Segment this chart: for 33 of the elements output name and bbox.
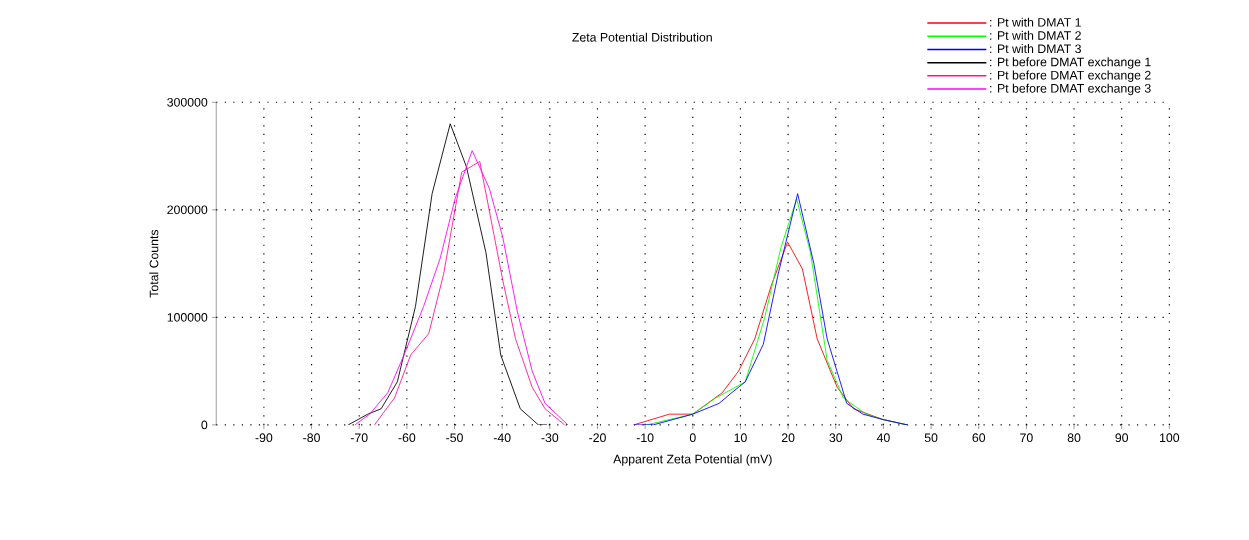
legend-label: : Pt with DMAT 1 (990, 17, 1081, 27)
x-tick-label: 100 (1160, 433, 1180, 443)
x-tick-label: -70 (350, 433, 368, 443)
x-tick-label: -90 (255, 433, 273, 443)
x-tick-label: -40 (493, 433, 511, 443)
chart-title: Zeta Potential Distribution (572, 32, 712, 42)
x-tick-label: 70 (1020, 433, 1033, 443)
x-tick-label: 10 (734, 433, 747, 443)
legend-label: : Pt before DMAT exchange 2 (990, 70, 1151, 82)
x-tick-label: -20 (589, 433, 606, 443)
legend-label: : Pt with DMAT 2 (990, 30, 1081, 40)
y-tick-label: 100000 (167, 313, 208, 322)
x-tick-label: 60 (972, 433, 986, 443)
x-tick-label: 30 (829, 433, 843, 443)
y-axis-title: Total Counts (149, 229, 159, 298)
x-tick-label: 90 (1115, 433, 1129, 443)
x-tick-label: -60 (398, 433, 416, 443)
x-tick-label: 50 (924, 433, 938, 443)
y-tick-label: 0 (201, 420, 208, 430)
x-tick-label: -50 (446, 433, 463, 443)
x-tick-label: 40 (876, 433, 890, 443)
x-tick-label: 20 (781, 433, 795, 443)
y-tick-label: 300000 (167, 97, 208, 107)
x-axis-title: Apparent Zeta Potential (mV) (613, 454, 772, 466)
legend-label: : Pt before DMAT exchange 3 (990, 83, 1151, 96)
x-tick-label: -30 (541, 433, 559, 443)
x-tick-label: 80 (1067, 433, 1081, 443)
x-tick-label: 0 (689, 433, 696, 443)
legend-label: : Pt before DMAT exchange 1 (990, 57, 1151, 69)
x-tick-label: -10 (636, 433, 654, 443)
x-tick-label: -80 (303, 433, 320, 443)
legend-label: : Pt with DMAT 3 (990, 44, 1081, 54)
y-tick-label: 200000 (167, 205, 208, 215)
